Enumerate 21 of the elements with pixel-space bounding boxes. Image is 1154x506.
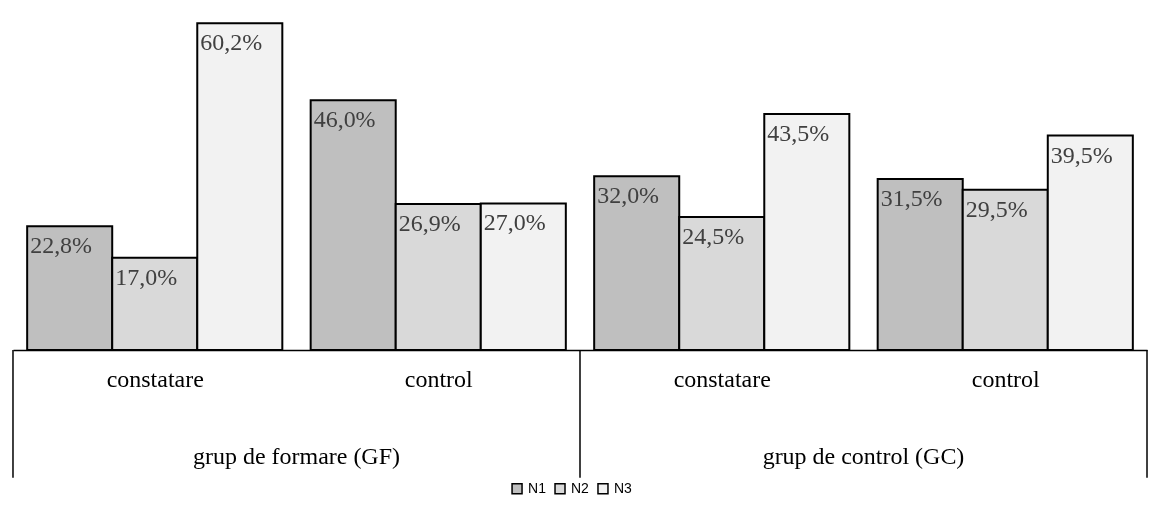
data-label: 26,9% [398, 209, 461, 236]
text: grup de control (GC) [762, 442, 965, 469]
data-label: 31,5% [880, 184, 943, 211]
legend-label: N1 [528, 479, 547, 496]
data-label: 46,0% [313, 106, 376, 133]
data-label: 17,0% [115, 263, 178, 290]
data-label: 22,8% [30, 232, 93, 259]
data-label: 27,0% [483, 209, 546, 236]
data-label: 60,2% [200, 29, 263, 56]
data-label: 29,5% [965, 195, 1028, 222]
legend-label: N3 [613, 479, 633, 496]
x-tick-label: constatare [673, 366, 771, 393]
data-label: 39,5% [1050, 141, 1113, 168]
x-tick-label: constatare [106, 366, 204, 393]
data-label: 43,5% [767, 119, 830, 146]
x-tick-label: control [971, 366, 1041, 393]
x-tick-label: control [404, 366, 474, 393]
text: grup de formare (GF) [192, 442, 400, 469]
data-label: 24,5% [682, 222, 745, 249]
legend-label: N2 [571, 479, 590, 496]
data-label: 32,0% [597, 182, 660, 209]
